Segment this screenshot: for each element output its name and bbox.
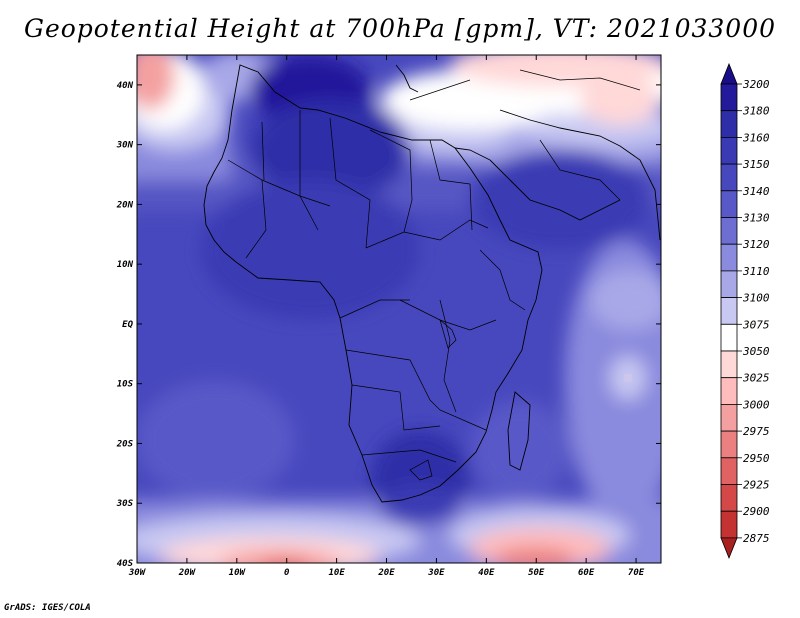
lon-label: 20E <box>377 568 395 578</box>
colorbar-bin <box>720 377 738 405</box>
colorbar-label: 3140 <box>742 185 770 198</box>
coastlines <box>203 64 661 503</box>
lon-label: 50E <box>528 568 545 578</box>
lon-label: 60E <box>578 568 595 578</box>
colorbar-label: 3180 <box>742 105 770 118</box>
colorbar-label: 3110 <box>742 265 770 278</box>
colorbar-label: 2925 <box>743 479 770 492</box>
lon-label: 30W <box>128 568 147 578</box>
colorbar-label: 3130 <box>742 212 770 225</box>
lat-label: 40N <box>117 81 134 91</box>
lat-label: 10S <box>117 380 134 390</box>
country-borders <box>227 69 641 481</box>
lat-label: 30N <box>116 141 134 151</box>
colorbar-bin <box>720 163 738 192</box>
latitude-axis: 40N 30N 20N 10N EQ 10S 20S 30S 40S <box>116 81 661 569</box>
lon-label: 0 <box>284 568 290 578</box>
colorbar-bin <box>720 430 738 459</box>
colorbar-label: 2900 <box>743 505 770 518</box>
lat-label: 40S <box>117 559 134 569</box>
colorbar-bin <box>720 110 738 138</box>
colorbar-bin <box>720 270 738 298</box>
height-field <box>137 55 661 563</box>
lon-label: 30E <box>427 568 445 578</box>
colorbar-label: 3200 <box>742 78 770 91</box>
colorbar-bin <box>720 323 738 352</box>
colorbar-label: 2950 <box>743 452 770 465</box>
lon-label: 20W <box>178 568 197 578</box>
lat-label: EQ <box>122 320 133 330</box>
longitude-axis: 30W 20W 10W 0 10E 20E 30E 40E 50E 60E 70E <box>128 55 645 578</box>
colorbar-label: 3150 <box>742 158 770 171</box>
grads-credit: GrADS: IGES/COLA <box>4 603 91 613</box>
colorbar-bin <box>720 403 738 432</box>
lon-label: 10E <box>328 568 345 578</box>
colorbar-label: 3160 <box>742 131 770 144</box>
colorbar-label: 2875 <box>743 532 770 545</box>
lat-label: 30S <box>116 499 134 509</box>
colorbar-bin <box>720 350 738 379</box>
colorbar-bin <box>720 136 738 165</box>
colorbar-label: 3120 <box>742 238 770 251</box>
colorbar-min-arrow <box>720 537 738 559</box>
colorbar: 3200 3180 3160 3150 3140 3130 3120 3110 3100 3075… <box>720 62 770 559</box>
colorbar-bin <box>720 297 738 325</box>
colorbar-label: 3000 <box>742 398 770 411</box>
map-title: Geopotential Height at 700hPa [gpm], VT:… <box>23 14 777 43</box>
colorbar-label: 3050 <box>742 345 770 358</box>
lon-label: 40E <box>478 568 495 578</box>
colorbar-bin <box>720 510 738 539</box>
lon-label: 10W <box>229 568 247 578</box>
colorbar-label: 2975 <box>743 425 770 438</box>
colorbar-bin <box>720 243 738 272</box>
colorbar-label: 3075 <box>742 318 770 331</box>
colorbar-bin <box>720 217 738 245</box>
lat-label: 20N <box>116 200 134 210</box>
lat-label: 10N <box>117 260 134 270</box>
colorbar-label: 3100 <box>742 292 770 305</box>
map-frame <box>136 54 662 564</box>
colorbar-bin <box>720 83 738 112</box>
colorbar-max-arrow <box>720 62 738 85</box>
colorbar-label: 3025 <box>742 372 770 385</box>
lat-label: 20S <box>116 439 134 449</box>
colorbar-bin <box>720 190 738 218</box>
colorbar-bin <box>720 484 738 512</box>
colorbar-bin <box>720 457 738 485</box>
lon-label: 70E <box>628 568 645 578</box>
